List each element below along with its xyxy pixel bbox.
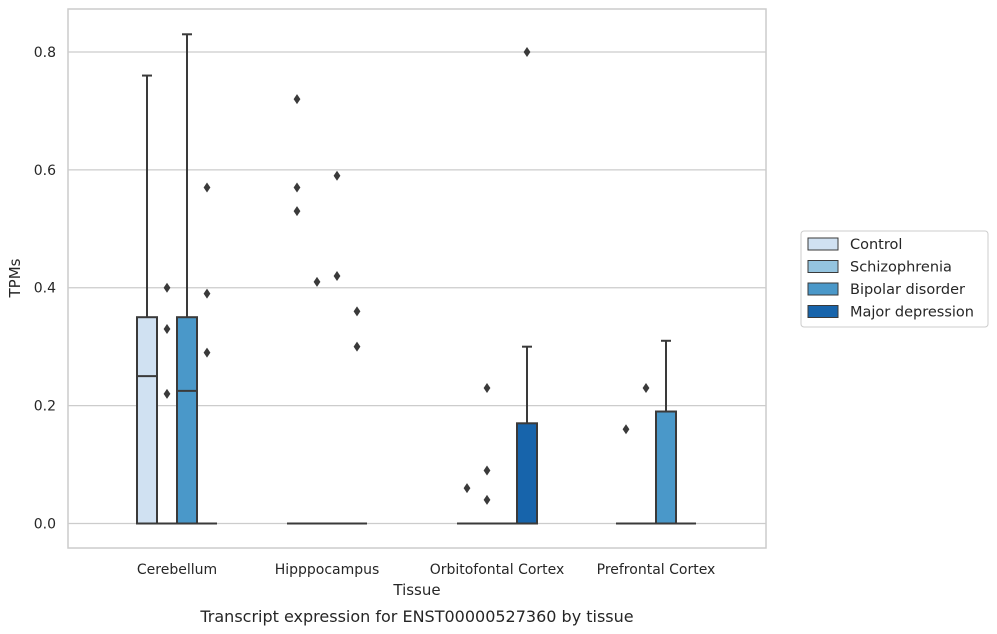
x-tick-label: Hipppocampus bbox=[275, 562, 380, 578]
outlier-point bbox=[463, 483, 471, 494]
outlier-point bbox=[203, 182, 211, 193]
legend-label: Control bbox=[850, 237, 902, 253]
box-group bbox=[176, 33, 198, 525]
outlier-point bbox=[163, 388, 171, 399]
box bbox=[516, 422, 538, 525]
outliers bbox=[163, 46, 650, 505]
outlier-point bbox=[333, 270, 341, 281]
outlier-point bbox=[483, 465, 491, 476]
legend: Control Schizophrenia Bipolar disorder Majo… bbox=[800, 230, 989, 328]
plot-frame bbox=[67, 8, 767, 549]
outlier-point bbox=[483, 382, 491, 393]
legend-swatch bbox=[807, 260, 839, 273]
outlier-point bbox=[622, 424, 630, 435]
box bbox=[655, 410, 677, 525]
x-tick-label: Prefrontal Cortex bbox=[597, 562, 716, 578]
y-tick-label: 0.6 bbox=[34, 163, 56, 179]
box bbox=[176, 316, 198, 525]
y-axis-title: TPMs bbox=[6, 258, 24, 298]
y-tick-label: 0.8 bbox=[34, 45, 56, 61]
outlier-point bbox=[203, 347, 211, 358]
x-tick-label: Cerebellum bbox=[137, 562, 217, 578]
x-axis-title: Tissue bbox=[392, 581, 440, 599]
outlier-point bbox=[523, 46, 531, 57]
outlier-point bbox=[333, 170, 341, 181]
boxes bbox=[136, 33, 696, 525]
y-tick-label: 0.0 bbox=[34, 517, 56, 533]
legend-swatch bbox=[807, 237, 839, 251]
outlier-point bbox=[203, 288, 211, 299]
legend-swatch bbox=[807, 282, 839, 296]
outlier-point bbox=[293, 182, 301, 193]
outlier-point bbox=[642, 382, 650, 393]
outlier-point bbox=[353, 306, 361, 317]
box bbox=[136, 316, 158, 525]
legend-label: Schizophrenia bbox=[850, 260, 952, 276]
outlier-point bbox=[483, 494, 491, 505]
x-tick-label: Orbitofontal Cortex bbox=[430, 562, 565, 578]
chart-caption: Transcript expression for ENST0000052736… bbox=[199, 607, 633, 626]
y-tick-labels: 0.0 0.2 0.4 0.6 0.8 bbox=[34, 45, 56, 533]
outlier-point bbox=[313, 276, 321, 287]
box-group bbox=[516, 345, 538, 525]
outlier-point bbox=[293, 206, 301, 217]
outlier-point bbox=[353, 341, 361, 352]
legend-frame bbox=[800, 230, 989, 328]
box-group bbox=[655, 339, 677, 525]
y-tick-label: 0.2 bbox=[34, 399, 56, 415]
legend-swatch bbox=[807, 305, 839, 318]
box-group bbox=[136, 74, 158, 525]
outlier-point bbox=[293, 94, 301, 105]
x-tick-labels: Cerebellum Hipppocampus Orbitofontal Corte… bbox=[137, 562, 715, 578]
outlier-point bbox=[163, 282, 171, 293]
legend-label: Major depression bbox=[850, 305, 974, 321]
outlier-point bbox=[163, 323, 171, 334]
legend-label: Bipolar disorder bbox=[850, 282, 965, 298]
y-tick-label: 0.4 bbox=[34, 281, 56, 297]
